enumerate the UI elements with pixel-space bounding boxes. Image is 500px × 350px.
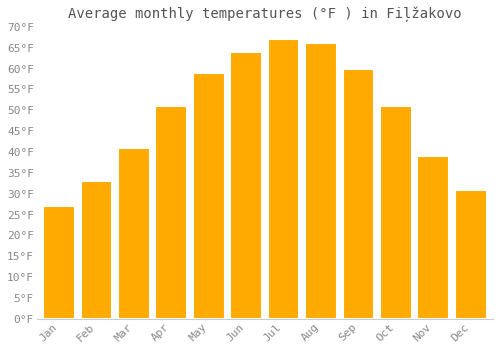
Bar (193, 73, 224, 319)
Bar (418, 156, 449, 319)
Bar (342, 69, 374, 319)
Bar (305, 43, 337, 319)
Bar (118, 148, 150, 319)
Title: Average monthly temperatures (°F ) in Fiļžakovo: Average monthly temperatures (°F ) in Fi… (68, 7, 462, 22)
Bar (268, 39, 300, 319)
Bar (80, 181, 112, 319)
Bar (156, 106, 188, 319)
Bar (44, 206, 75, 319)
Bar (454, 189, 486, 319)
Bar (380, 106, 412, 319)
Bar (230, 52, 262, 319)
